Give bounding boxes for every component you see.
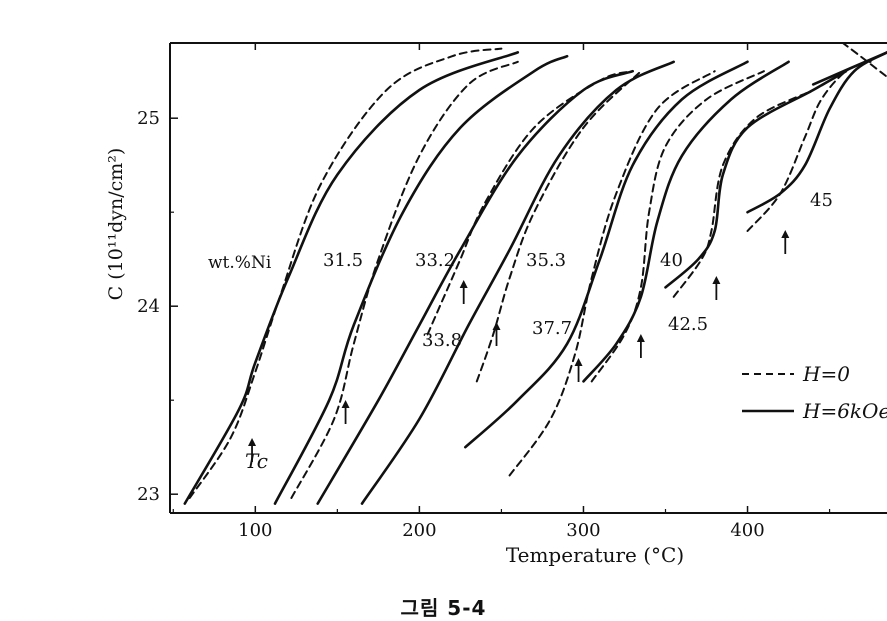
x-tick-label-400: 400	[730, 520, 764, 541]
figure-caption: 그림 5-4	[0, 592, 887, 621]
x-tick-label-300: 300	[566, 520, 600, 541]
curve-extra-dashed-16	[780, 5, 887, 76]
curve-label-31-5: 31.5	[323, 250, 363, 271]
tc-arrow-head-6	[712, 276, 720, 284]
tc-arrow-head-5	[637, 334, 645, 342]
curve-label-33-8: 33.8	[422, 330, 462, 351]
tc-arrow-head-7	[781, 230, 789, 238]
plot-frame	[170, 43, 887, 513]
y-tick-label-24: 24	[137, 296, 160, 317]
x-tick-label-200: 200	[402, 520, 436, 541]
curve-45-solid-14	[748, 52, 887, 212]
x-tick-label-100: 100	[238, 520, 272, 541]
tc-arrow-head-3	[493, 322, 501, 330]
curve-label-35-3: 35.3	[526, 250, 566, 271]
series-label-header: wt.%Ni	[208, 253, 272, 273]
curve-label-42-5: 42.5	[668, 314, 708, 335]
x-axis-title: Temperature (°C)	[506, 543, 684, 567]
curve-35-3-solid-6	[362, 62, 674, 504]
y-axis-ticks: 23 24 25	[137, 108, 178, 505]
curve-label-45: 45	[810, 190, 833, 211]
tc-arrow-head-2	[460, 280, 468, 288]
curve-33-2-solid-2	[275, 56, 567, 503]
y-tick-label-25: 25	[137, 108, 160, 129]
y-axis-title: C (10¹¹dyn/cm²)	[105, 148, 127, 301]
tc-arrow-head-1	[342, 400, 350, 408]
legend-h6koe-label: H=6kOe	[802, 399, 887, 423]
curve-label-37-7: 37.7	[532, 318, 572, 339]
tc-arrow-head-0	[248, 438, 256, 446]
x-axis-ticks: 100 200 300 400	[173, 43, 829, 541]
y-tick-label-23: 23	[137, 484, 160, 505]
tc-label: Tc	[245, 449, 268, 473]
legend-h0-label: H=0	[802, 362, 850, 386]
curve-42-5-dashed-13	[674, 81, 830, 297]
curve-label-33-2: 33.2	[415, 250, 455, 271]
curve-label-40: 40	[660, 250, 683, 271]
legend: H=0 H=6kOe	[742, 362, 887, 423]
curve-33-8-dashed-5	[428, 71, 633, 334]
tc-arrow-head-4	[575, 358, 583, 366]
